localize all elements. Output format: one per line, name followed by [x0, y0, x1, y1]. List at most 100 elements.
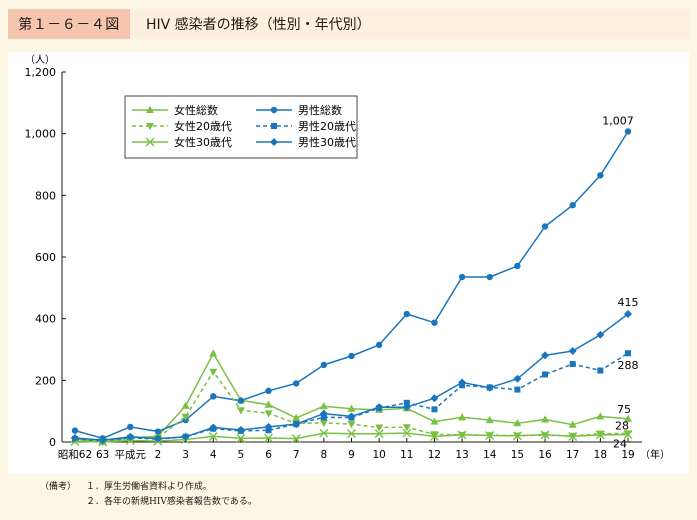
x-tick-label: 昭和62 [58, 449, 92, 461]
data-point [71, 433, 79, 442]
hiv-line-chart: 0 200 400 600 800 1,000 1,200（人） 昭和62 63 平成元 2 3 4 5 6… [25, 54, 671, 461]
data-point [541, 415, 550, 423]
data-point [431, 319, 438, 326]
data-point [154, 428, 162, 435]
legend-label: 男性総数 [298, 103, 342, 117]
data-label: 24 [613, 438, 627, 451]
y-tick-label: 400 [35, 313, 56, 326]
legend-item: 男性20歳代 [256, 119, 356, 133]
data-point [429, 431, 439, 441]
data-point [485, 431, 495, 441]
legend-item: 女性30歳代 [132, 135, 232, 149]
note-2: ２．各年の新規HIV感染者報告数である。 [86, 497, 257, 507]
data-point [271, 123, 277, 129]
legend-label: 女性30歳代 [174, 135, 232, 149]
data-point [513, 374, 522, 383]
data-point [320, 361, 328, 369]
data-point [596, 330, 605, 339]
data-point [236, 433, 246, 443]
figure-header: 第１－６－４図 HIV 感染者の推移（性別・年代別） [8, 9, 689, 39]
data-point [71, 427, 79, 434]
notes: （備考） １．厚生労働省資料より作成。 ２．各年の新規HIV感染者報告数である。 [40, 480, 257, 510]
y-tick-label: 1,200 [25, 66, 57, 79]
data-point [568, 347, 577, 356]
data-point [181, 432, 190, 441]
data-point [402, 424, 411, 432]
data-point [264, 400, 273, 408]
data-point [264, 422, 273, 431]
data-point [236, 425, 245, 434]
data-point [485, 415, 494, 424]
x-tick-label: 6 [265, 449, 272, 461]
data-point [145, 137, 155, 147]
y-tick-label: 0 [49, 436, 56, 449]
data-point [375, 403, 384, 412]
y-tick-label: 800 [35, 189, 56, 202]
data-point [293, 380, 300, 387]
legend-label: 女性20歳代 [174, 119, 232, 133]
data-point [181, 401, 190, 409]
data-label: 415 [618, 296, 639, 309]
data-point [181, 413, 190, 421]
data-point [402, 428, 412, 438]
data-point [292, 413, 301, 421]
data-point [486, 273, 493, 281]
data-point [402, 403, 411, 412]
data-point [541, 351, 550, 360]
data-point [146, 123, 154, 131]
x-tick-label: 3 [182, 449, 189, 461]
legend-label: 男性30歳代 [298, 135, 356, 149]
figure-title: HIV 感染者の推移（性別・年代別） [130, 9, 689, 39]
data-point [264, 433, 274, 443]
data-point [264, 410, 273, 418]
data-point [347, 404, 356, 412]
data-point [430, 394, 439, 403]
legend-item: 男性総数 [256, 103, 342, 117]
data-point [512, 431, 522, 441]
data-point [596, 412, 605, 420]
data-label: 28 [615, 419, 629, 432]
x-tick-label: 4 [210, 449, 217, 461]
figure-number: 第１－６－４図 [8, 9, 130, 39]
data-point [624, 414, 632, 422]
data-point [146, 105, 154, 113]
x-tick-label: 15 [511, 449, 524, 461]
x-tick-label: 13 [455, 449, 468, 461]
legend-box [124, 95, 358, 159]
legend-item: 男性30歳代 [256, 135, 356, 149]
x-tick-label: 11 [400, 449, 413, 461]
x-tick-label: 7 [293, 449, 300, 461]
data-point [431, 406, 438, 413]
x-tick-label: 平成元 [115, 449, 147, 461]
data-point [569, 202, 576, 209]
x-axis-unit: （年） [640, 448, 670, 461]
legend-item: 女性総数 [132, 103, 218, 117]
data-point [98, 436, 107, 445]
data-point [319, 409, 328, 418]
chart-area: 0 200 400 600 800 1,000 1,200 （人） 昭和62 63 平成元 2 3 4 5 6… [8, 52, 689, 474]
x-tick-label: 10 [372, 449, 385, 461]
y-tick-label: 200 [35, 374, 56, 387]
data-label: 288 [618, 359, 639, 372]
data-point [514, 262, 521, 270]
data-point [430, 431, 439, 439]
data-point [270, 138, 278, 146]
data-point [458, 378, 467, 387]
data-point [292, 420, 301, 429]
legend-item: 女性20歳代 [132, 119, 232, 133]
data-point [403, 310, 410, 318]
x-tick-label: 2 [155, 449, 162, 461]
data-point [541, 223, 549, 230]
x-tick-label: 9 [348, 449, 355, 461]
legend-label: 女性総数 [174, 103, 218, 117]
data-label: 75 [617, 403, 631, 416]
data-point [430, 417, 439, 425]
data-point [319, 419, 328, 428]
x-tick-label: 8 [321, 449, 328, 461]
series-2 [71, 128, 632, 442]
y-axis-unit: （人） [25, 54, 55, 66]
series-6 [71, 310, 632, 445]
data-point [595, 430, 605, 440]
x-tick-label: 5 [238, 449, 245, 461]
